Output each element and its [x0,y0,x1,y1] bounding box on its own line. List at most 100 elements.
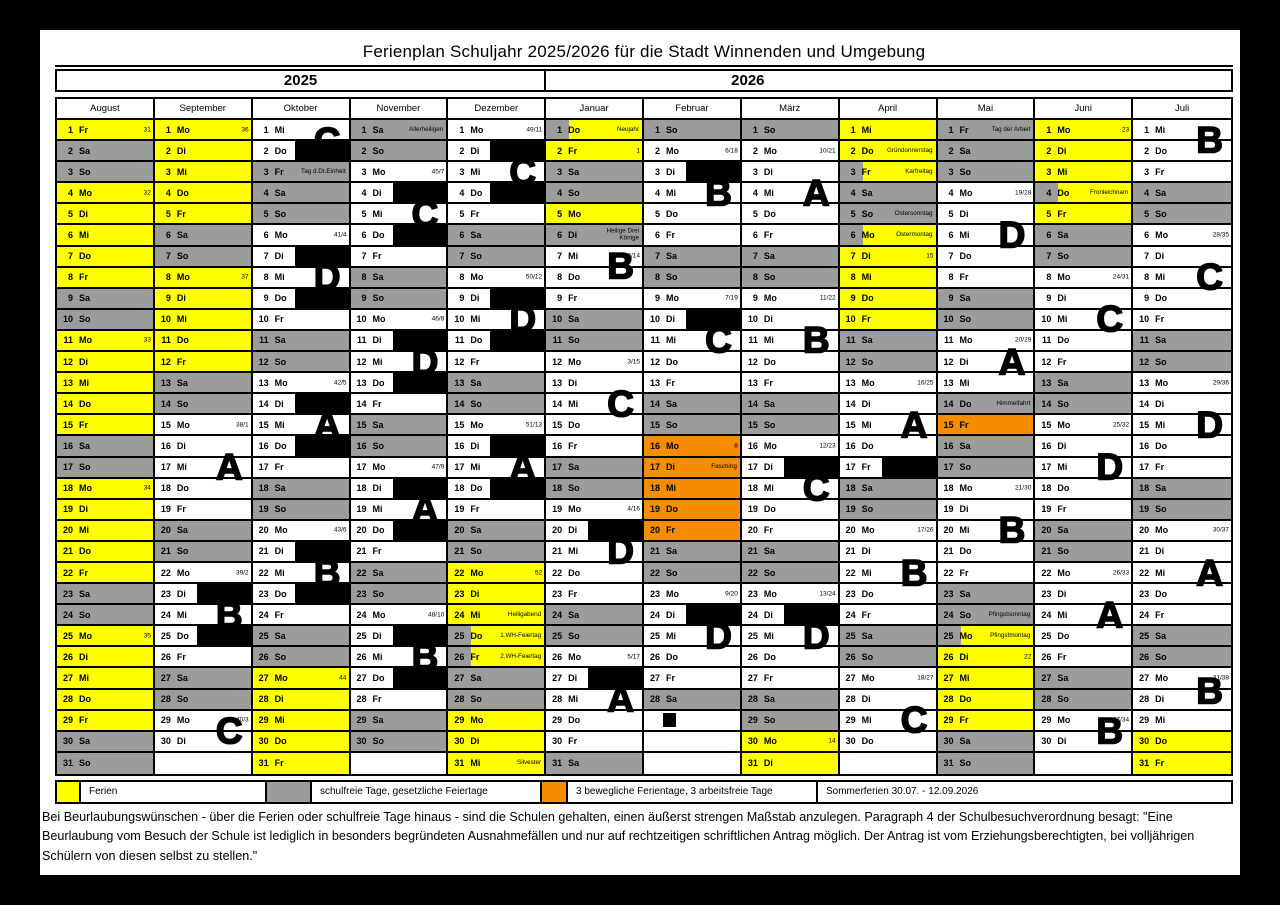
month-header-september: September [155,99,253,118]
day-juli-26: 26 So [1133,647,1231,669]
week-number: 7/19 [725,294,738,302]
empty-cell [1035,752,1134,774]
day-number: 28 [454,694,465,705]
year-label-2026: 2026 [731,72,765,89]
day-number: 14 [552,398,563,409]
day-number: 21 [649,546,660,557]
day-number: 1 [557,124,563,135]
day-juni-4: 4 Do Fronleichnam [1035,183,1134,205]
weekday: Di [959,504,969,515]
day-number: 15 [649,419,660,430]
day-number: 12 [552,356,563,367]
day-oktober-14: 14 Di [252,394,351,416]
weekday: Sa [176,230,188,241]
weekday: Mo [274,525,288,536]
weekday: Mi [470,314,481,325]
week-letter-A: A [606,678,634,720]
day-märz-15: 15 So [741,415,840,437]
day-januar-2: 2 Fr 1 [546,141,644,163]
day-dezember-21: 21 So [448,541,547,563]
weekday: Do [176,483,189,494]
day-number: 18 [552,483,563,494]
day-number: 29 [747,715,758,726]
day-mai-15: 15 Fr [937,415,1036,437]
weekday: Di [372,187,382,198]
day-juni-10: 10 Mi C [1035,300,1134,339]
day-dezember-28: 28 So [448,689,547,711]
day-note: Gründonnerstag [886,146,933,154]
day-august-23: 23 Sa [57,584,155,606]
week-number: 15 [926,252,934,260]
week-number: 8 [734,442,738,450]
day-number: 21 [552,546,563,557]
day-januar-10: 10 Sa [546,309,644,331]
day-number: 22 [160,567,171,578]
weekday: Mo [568,208,582,219]
weekday: Mi [959,525,970,536]
day-number: 29 [552,715,563,726]
weekday: Di [861,546,871,557]
weekday: Fr [861,166,871,177]
day-number: 11 [748,335,758,346]
weekday: So [470,694,482,705]
weekday: Mo [959,335,973,346]
day-number: 15 [747,419,758,430]
weekday: Mo [861,672,875,683]
week-number: 26/33 [1112,569,1130,577]
day-number: 5 [557,208,563,219]
day-märz-13: 13 Fr [741,373,840,395]
weekday: Do [763,208,776,219]
day-juni-27: 27 Sa [1035,668,1134,690]
year-row: 2025 2026 [55,69,1233,92]
weekday: Do [176,630,189,641]
day-number: 29 [160,715,171,726]
day-number: 10 [454,314,465,325]
legend-swatch-schulfrei [267,781,312,802]
day-dezember-25: 25 Do 1.WH-Feiertag [448,626,547,648]
week-letter-B: B [1195,119,1223,161]
day-oktober-20: 20 Mo 43/6 [252,520,351,542]
weekday: Mi [666,630,676,641]
day-number: 4 [752,187,758,198]
day-number: 20 [552,525,563,536]
day-number: 11 [63,335,73,346]
weekday: Di [372,483,382,494]
day-januar-3: 3 Sa [546,162,644,184]
day-januar-25: 25 So [546,626,644,648]
weekday: So [372,736,385,747]
day-september-22: 22 Mo 39/2 [154,562,253,585]
day-juli-14: 14 Di [1133,394,1231,416]
day-juli-19: 19 So [1133,499,1231,521]
weekday: Mi [568,251,579,262]
weekday: Mi [79,377,89,388]
weekday: Fr [568,588,578,599]
day-number: 30 [258,736,269,747]
day-oktober-28: 28 Di [252,689,351,711]
day-number: 29 [356,715,367,726]
weekday: Do [1155,293,1168,304]
weekday: Do [372,672,385,683]
day-mai-13: 13 Mi [937,373,1036,395]
day-februar-3: 3 Di [644,162,742,184]
day-number: 21 [356,546,367,557]
day-number: 19 [1139,504,1150,515]
day-number: 9 [165,293,171,304]
day-number: 9 [752,293,758,304]
weekday: Sa [1057,672,1069,683]
day-oktober-30: 30 Do [252,731,351,753]
day-number: 17 [160,462,171,473]
weekday: Di [176,293,186,304]
day-april-19: 19 So [839,499,938,521]
day-juli-7: 7 Di [1133,246,1231,268]
day-note: Allerheiligen [409,125,444,133]
day-number: 3 [263,166,269,177]
day-number: 13 [454,377,465,388]
day-januar-21: 21 Mi D [546,532,644,571]
day-number: 14 [943,398,954,409]
weekday: Mo [666,145,679,156]
weekday: Di [666,462,675,473]
blackout-bar [392,373,447,393]
weekday: So [959,462,972,473]
day-number: 13 [62,377,73,388]
weekday: Fr [763,230,773,241]
